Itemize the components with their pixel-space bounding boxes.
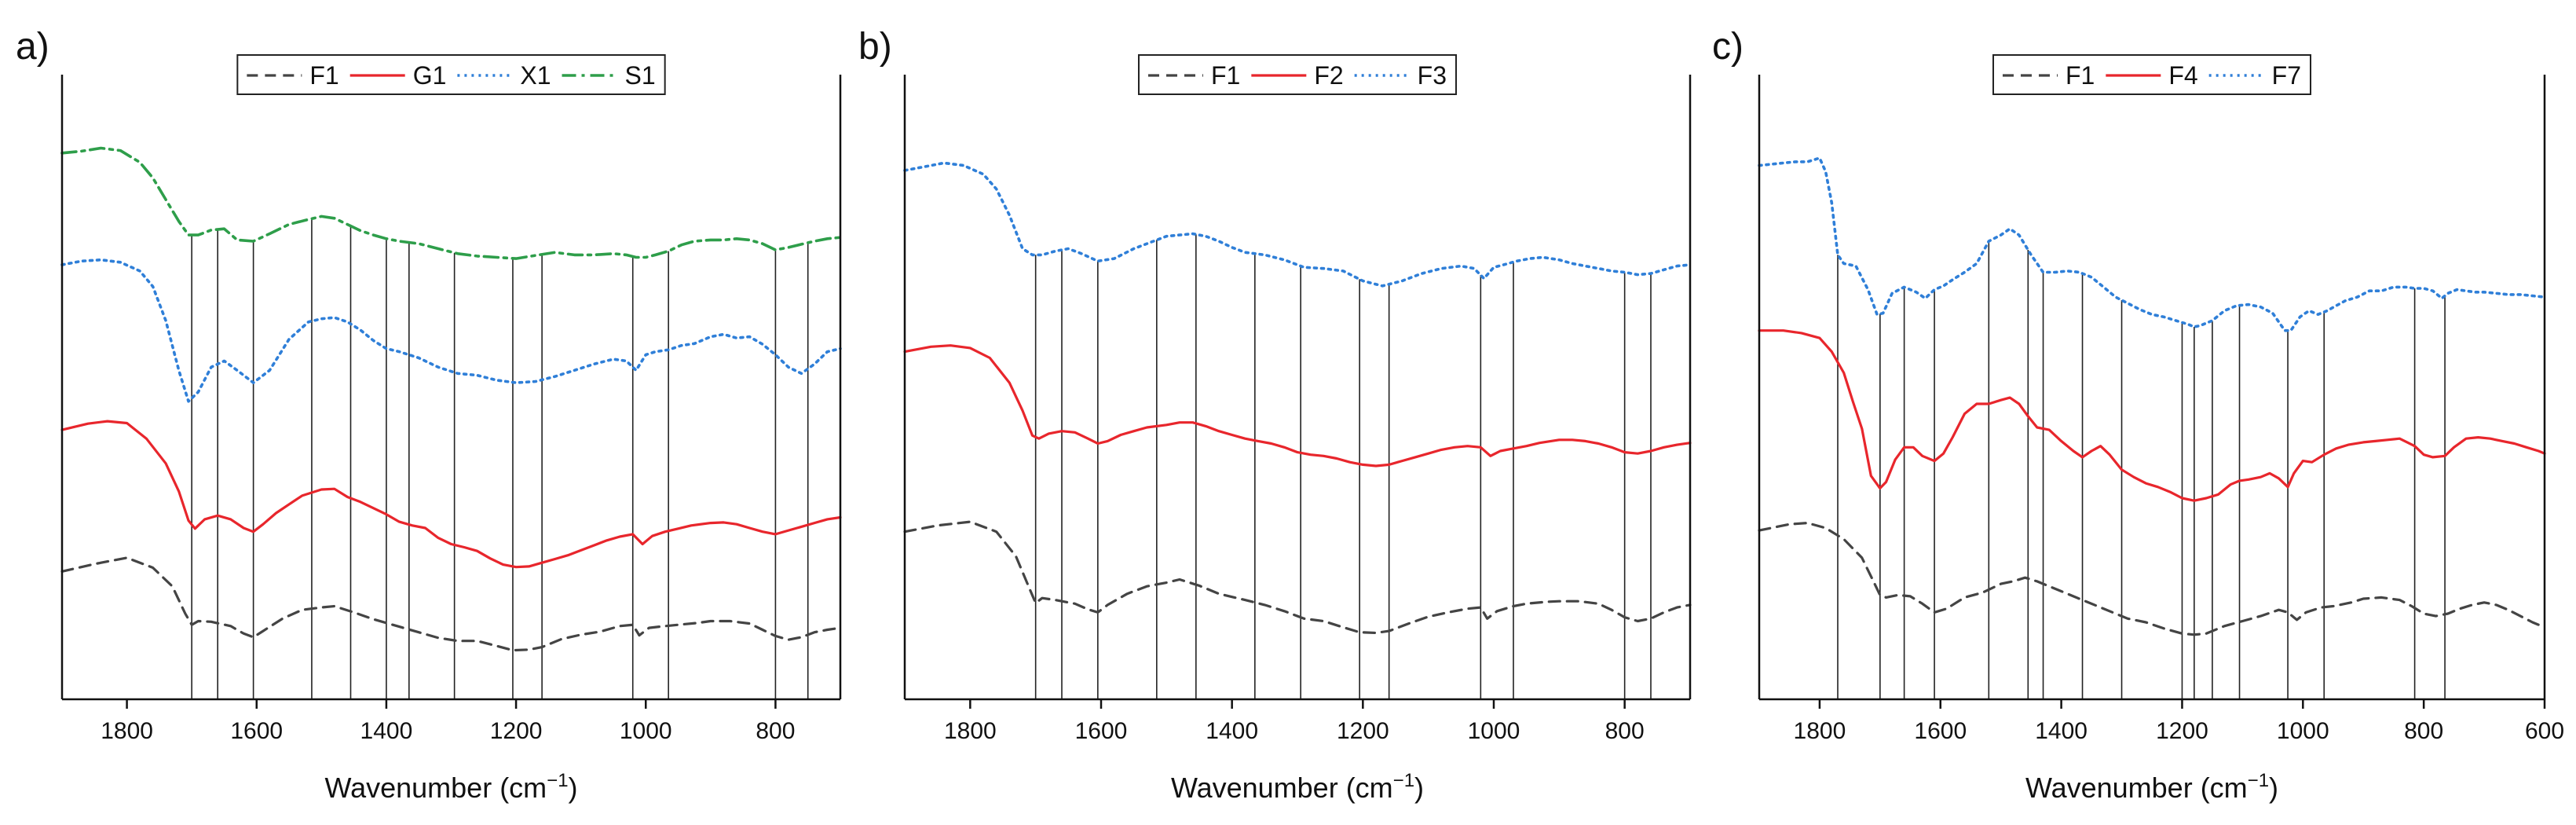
series-line-f4 <box>1758 329 2546 502</box>
x-axis-title-main: Wavenumber (cm <box>324 772 547 804</box>
x-tick-label: 1200 <box>2156 718 2208 744</box>
series-line-s1 <box>60 146 842 260</box>
legend-label: F1 <box>2066 61 2095 90</box>
x-axis-title: Wavenumber (cm−1) <box>324 770 577 804</box>
legend-item-f1: F1 <box>1147 61 1240 90</box>
x-tick-label: 1800 <box>1794 718 1846 744</box>
legend-label: S1 <box>625 61 656 90</box>
x-tick-label: 1800 <box>101 718 153 744</box>
x-tick-label: 800 <box>2404 718 2443 744</box>
x-tick-label: 1400 <box>2035 718 2088 744</box>
series-line-x1 <box>60 258 842 403</box>
series-line-f1 <box>60 556 842 652</box>
legend-item-x1: X1 <box>457 61 551 90</box>
x-axis-title: Wavenumber (cm−1) <box>1171 770 1424 804</box>
x-tick-label: 1400 <box>360 718 413 744</box>
x-tick-label: 1000 <box>1468 718 1520 744</box>
x-tick-label: 1200 <box>1337 718 1389 744</box>
series-line-g1 <box>60 420 842 569</box>
legend-item-f7: F7 <box>2208 61 2301 90</box>
legend-item-f2: F2 <box>1251 61 1344 90</box>
x-axis-title-sup: −1 <box>2248 770 2269 791</box>
panel-2: c) 1800 1600 1400 1200 1000 800 600 Wavenumber (… <box>1712 26 2564 804</box>
panel-label: c) <box>1712 26 1744 68</box>
legend-label: X1 <box>520 61 551 90</box>
legend: F1 F4 F7 <box>1992 54 2312 95</box>
panel-label: b) <box>858 26 892 68</box>
legend-item-f1: F1 <box>247 61 339 90</box>
legend-label: G1 <box>413 61 447 90</box>
x-tick-label: 1600 <box>1914 718 1967 744</box>
x-tick-label: 1800 <box>944 718 997 744</box>
legend-label: F3 <box>1418 61 1447 90</box>
x-axis-title-main: Wavenumber (cm <box>2025 772 2248 804</box>
legend-item-f4: F4 <box>2106 61 2198 90</box>
series-line-f1 <box>903 520 1692 635</box>
panel-label: a) <box>16 26 49 68</box>
x-tick-label: 1600 <box>1075 718 1128 744</box>
legend-item-f1: F1 <box>2002 61 2095 90</box>
x-tick-label: 1000 <box>620 718 672 744</box>
legend-label: F1 <box>309 61 338 90</box>
legend-label: F1 <box>1211 61 1240 90</box>
x-tick-label: 800 <box>756 718 795 744</box>
x-axis-title-close: ) <box>1414 772 1424 804</box>
x-tick-label: 1600 <box>230 718 283 744</box>
series-line-f1 <box>1758 522 2546 636</box>
x-axis-title-sup: −1 <box>547 770 568 791</box>
series-line-f2 <box>903 344 1692 468</box>
legend-label: F4 <box>2168 61 2197 90</box>
x-tick-label: 600 <box>2525 718 2564 744</box>
x-tick-label: 800 <box>1605 718 1645 744</box>
legend-label: F2 <box>1314 61 1343 90</box>
legend-item-f3: F3 <box>1354 61 1447 90</box>
panel-1: b) 1800 1600 1400 1200 1000 800 Wavenumber (cm−… <box>858 26 1692 804</box>
legend: F1 F2 F3 <box>1137 54 1458 95</box>
legend-item-g1: G1 <box>349 61 447 90</box>
legend-label: F7 <box>2272 61 2301 90</box>
x-axis-title-main: Wavenumber (cm <box>1171 772 1393 804</box>
series-line-f3 <box>903 161 1692 288</box>
legend-item-s1: S1 <box>562 61 656 90</box>
x-axis-title-close: ) <box>2269 772 2278 804</box>
panel-0: a) 1800 1600 1400 1200 1000 800 Wavenumber (cm−… <box>16 26 842 804</box>
x-tick-label: 1200 <box>490 718 543 744</box>
x-axis-title-sup: −1 <box>1393 770 1414 791</box>
series-line-f7 <box>1758 156 2546 332</box>
legend: F1 G1 X1 S1 <box>236 54 666 95</box>
x-tick-label: 1400 <box>1206 718 1258 744</box>
x-axis-title: Wavenumber (cm−1) <box>2025 770 2278 804</box>
x-axis-title-close: ) <box>569 772 578 804</box>
x-tick-label: 1000 <box>2277 718 2329 744</box>
